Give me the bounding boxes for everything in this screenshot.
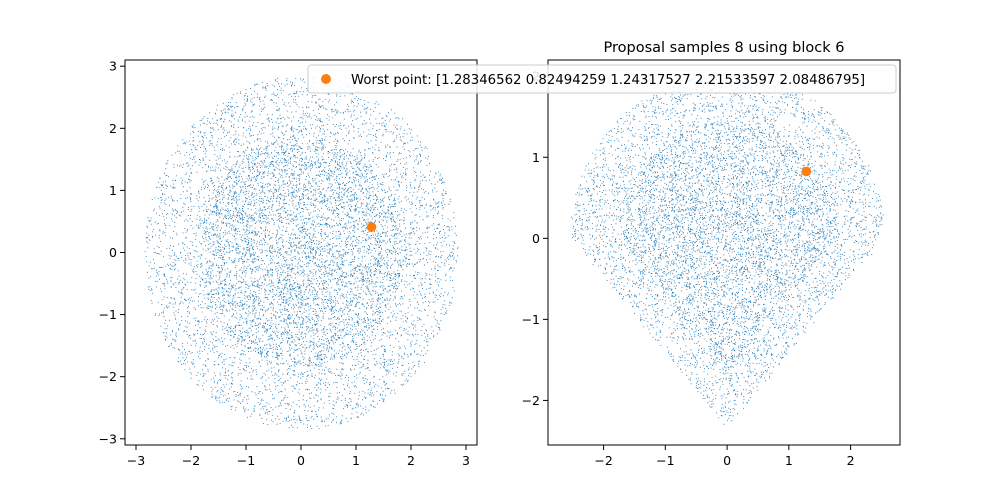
y-tick-label: −1 <box>522 312 540 327</box>
legend: Worst point: [1.28346562 0.82494259 1.24… <box>307 64 897 94</box>
x-tick-label: −2 <box>594 453 612 468</box>
x-tick-label: −2 <box>182 453 200 468</box>
x-tick-label: 0 <box>297 453 305 468</box>
right-scatter-points <box>571 72 884 425</box>
x-tick-label: −3 <box>127 453 145 468</box>
x-tick-label: −1 <box>237 453 255 468</box>
left-subplot: −3 −2 −1 0 1 2 3 −3 −2 −1 0 1 2 3 <box>99 59 478 468</box>
x-tick-label: 0 <box>723 453 731 468</box>
y-tick-label: −1 <box>99 307 117 322</box>
y-tick-label: 0 <box>109 245 117 260</box>
y-tick-label: 1 <box>532 150 540 165</box>
worst-point <box>801 166 812 177</box>
worst-point <box>366 222 377 232</box>
y-tick-label: 0 <box>532 231 540 246</box>
x-tick-label: 1 <box>785 453 793 468</box>
sample-points <box>144 76 459 430</box>
x-tick-label: 1 <box>352 453 360 468</box>
x-tick-label: 2 <box>407 453 415 468</box>
x-tick-label: 3 <box>462 453 470 468</box>
x-tick-label: −1 <box>656 453 674 468</box>
y-tick-label: 2 <box>109 121 117 136</box>
legend-box <box>307 64 897 94</box>
y-tick-label: −3 <box>99 431 117 446</box>
sample-points <box>571 72 884 425</box>
left-x-axis-ticks: −3 −2 −1 0 1 2 3 <box>127 445 470 468</box>
legend-marker <box>321 74 331 84</box>
y-tick-label: −2 <box>99 369 117 384</box>
left-worst-point-layer <box>366 222 377 232</box>
right-axes-frame <box>547 59 901 446</box>
left-scatter-points <box>144 76 459 430</box>
right-worst-point-layer <box>801 166 812 177</box>
y-tick-label: −2 <box>522 393 540 408</box>
legend-label: Worst point: [1.28346562 0.82494259 1.24… <box>351 73 865 88</box>
x-tick-label: 2 <box>847 453 855 468</box>
right-chart-title: Proposal samples 8 using block 6 <box>604 40 845 56</box>
y-tick-label: 1 <box>109 183 117 198</box>
right-x-axis-ticks: −2 −1 0 1 2 <box>594 445 855 468</box>
left-y-axis-ticks: −3 −2 −1 0 1 2 3 <box>99 59 125 446</box>
y-tick-label: 3 <box>109 59 117 74</box>
right-subplot: −2 −1 0 1 2 −2 −1 0 1 2 Proposal samples 8 using… <box>522 40 901 468</box>
